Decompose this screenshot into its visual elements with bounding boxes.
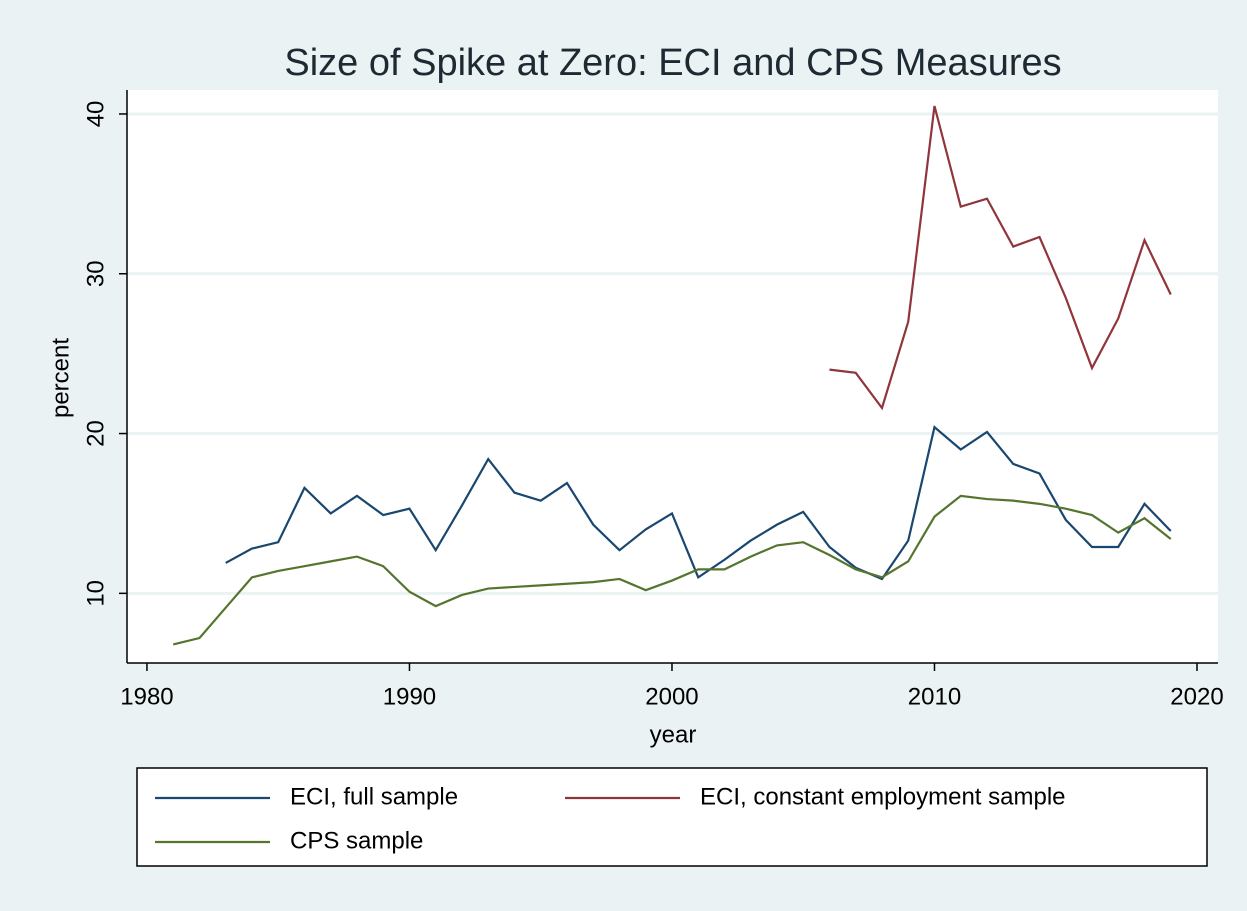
series-line	[829, 105, 1172, 411]
chart-title: Size of Spike at Zero: ECI and CPS Measu…	[284, 42, 1061, 84]
x-tick-label: 2010	[908, 683, 961, 710]
x-axis-label: year	[650, 721, 697, 748]
legend-label: ECI, full sample	[290, 783, 458, 810]
x-tick-label: 2020	[1170, 683, 1223, 710]
y-axis-label: percent	[47, 338, 74, 418]
series-line	[225, 425, 1172, 581]
y-tick-label: 30	[82, 260, 109, 287]
plot-area	[127, 90, 1218, 663]
x-tick-label: 1990	[383, 683, 436, 710]
legend-label: CPS sample	[290, 827, 423, 854]
legend-box	[136, 767, 1208, 867]
legend-label: ECI, constant employment sample	[700, 783, 1066, 810]
y-tick-label: 40	[82, 101, 109, 128]
x-tick-label: 1980	[120, 683, 173, 710]
series-line	[172, 494, 1172, 646]
y-tick-label: 20	[82, 420, 109, 447]
y-tick-label: 10	[82, 580, 109, 607]
x-tick-label: 2000	[645, 683, 698, 710]
